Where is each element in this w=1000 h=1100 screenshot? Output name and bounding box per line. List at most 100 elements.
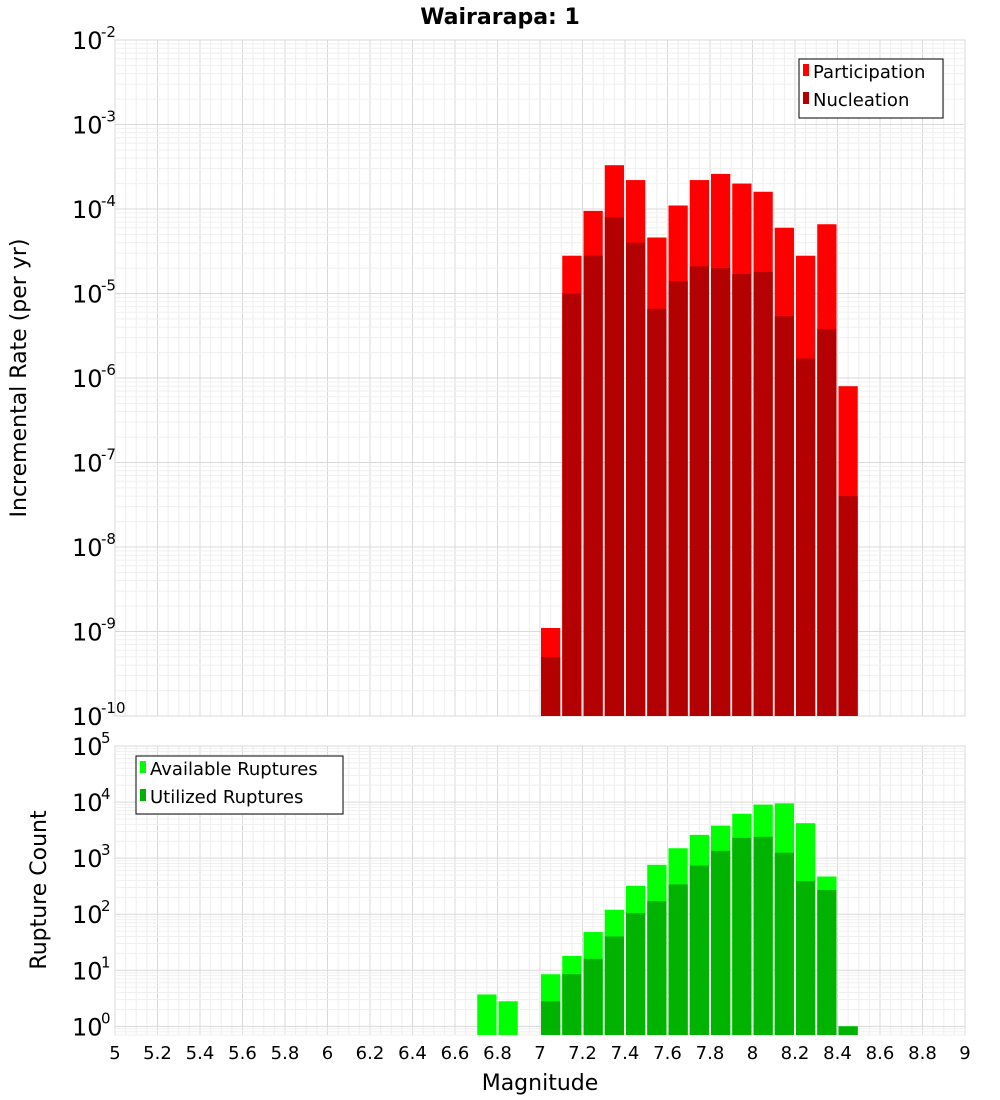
y-tick-exponent: -10 [101,699,126,717]
bar-nucleation [838,496,858,716]
legend-label: Nucleation [813,90,909,111]
y-tick-label: 10 [72,619,103,647]
y-tick-label: 10 [72,1013,103,1041]
y-tick-label: 10 [72,703,103,731]
y-tick-exponent: -2 [101,23,116,41]
legend-box [135,755,344,815]
y-tick-label: 10 [72,365,103,393]
count-legend: Available Ruptures Utilized Ruptures [135,755,344,815]
x-tick-label: 8.2 [781,1043,810,1064]
x-axis-ticks: 5 5.2 5.4 5.6 5.8 6 6.2 6.4 6.6 6.8 7 7.2 7.4 7.6 7.8 8… [109,1043,970,1064]
chart-title: Wairarapa: 1 [420,5,580,30]
y-tick-exponent: 0 [101,1009,111,1027]
y-tick-label: 10 [72,534,103,562]
bar-utilized-ruptures [796,881,816,1035]
bar-nucleation [541,656,561,716]
y-tick-exponent: -9 [101,615,116,633]
x-tick-label: 6.8 [483,1043,512,1064]
bar-utilized-ruptures [817,890,837,1035]
y-tick-exponent: -8 [101,530,116,548]
legend-label: Participation [813,62,925,83]
bar-nucleation [668,281,688,716]
x-tick-label: 8.8 [908,1043,937,1064]
bar-nucleation [583,255,603,716]
y-tick-exponent: 1 [101,953,111,971]
y-tick-label: 10 [72,733,103,761]
legend-swatch [803,64,809,76]
x-tick-label: 5 [109,1043,120,1064]
bar-utilized-ruptures [711,850,731,1035]
x-tick-label: 6.4 [398,1043,427,1064]
x-tick-label: 5.2 [143,1043,172,1064]
count-y-axis-label: Rupture Count [27,810,52,970]
legend-swatch [140,789,146,801]
bar-utilized-ruptures [647,901,667,1035]
bar-nucleation [796,358,816,716]
x-tick-label: 8.6 [866,1043,895,1064]
x-tick-label: 6.6 [441,1043,470,1064]
y-tick-exponent: 5 [101,729,111,747]
legend-label: Available Ruptures [150,759,318,780]
x-tick-label: 6.2 [356,1043,385,1064]
y-tick-exponent: -5 [101,277,116,295]
x-tick-label: 8.4 [823,1043,852,1064]
y-tick-label: 10 [72,27,103,55]
y-tick-label: 10 [72,450,103,478]
bar-available-ruptures [477,994,497,1035]
bar-utilized-ruptures [668,884,688,1035]
legend-swatch [140,761,146,773]
legend-box [798,58,944,119]
count-bars [477,803,858,1035]
bar-nucleation [562,293,582,716]
legend-label: Utilized Ruptures [150,787,303,808]
bar-nucleation [711,268,731,716]
bar-utilized-ruptures [689,865,709,1035]
bar-nucleation [732,274,752,716]
x-tick-label: 6 [322,1043,333,1064]
y-tick-label: 10 [72,789,103,817]
bar-nucleation [626,242,646,717]
bar-utilized-ruptures [562,974,582,1035]
y-tick-label: 10 [72,281,103,309]
rate-bars [541,165,858,717]
bar-utilized-ruptures [541,1001,561,1035]
bar-utilized-ruptures [753,836,773,1035]
legend-swatch [803,92,809,104]
x-tick-label: 7 [534,1043,545,1064]
y-tick-exponent: -6 [101,361,116,379]
y-tick-label: 10 [72,845,103,873]
bar-nucleation [689,266,709,716]
rate-y-axis-label: Incremental Rate (per yr) [7,239,32,518]
x-tick-label: 8 [747,1043,758,1064]
y-tick-label: 10 [72,901,103,929]
y-tick-exponent: 3 [101,841,111,859]
y-tick-label: 10 [72,957,103,985]
y-tick-exponent: -3 [101,108,116,126]
bar-nucleation [753,271,773,716]
x-tick-label: 9 [959,1043,970,1064]
bar-available-ruptures [498,1001,518,1035]
bar-nucleation [817,329,837,716]
x-tick-label: 7.8 [696,1043,725,1064]
x-tick-label: 5.4 [186,1043,215,1064]
rate-legend: Participation Nucleation [798,58,944,119]
x-tick-label: 5.6 [228,1043,257,1064]
y-tick-label: 10 [72,112,103,140]
bar-utilized-ruptures [583,958,603,1035]
y-tick-exponent: 2 [101,897,111,915]
x-tick-label: 5.8 [271,1043,300,1064]
y-tick-exponent: 4 [101,785,111,803]
bar-utilized-ruptures [604,936,624,1035]
x-tick-label: 7.2 [568,1043,597,1064]
bar-utilized-ruptures [774,852,794,1035]
bar-nucleation [604,217,624,716]
x-tick-label: 7.6 [653,1043,682,1064]
y-tick-exponent: -7 [101,446,116,464]
x-tick-label: 7.4 [611,1043,640,1064]
bar-utilized-ruptures [838,1026,858,1035]
